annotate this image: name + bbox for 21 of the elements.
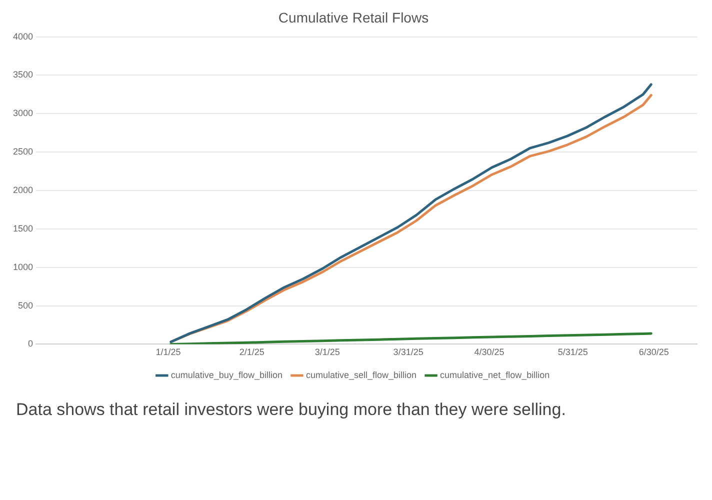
y-tick-label: 3500 bbox=[12, 70, 34, 80]
chart-title: Cumulative Retail Flows bbox=[278, 9, 429, 26]
y-tick-label: 1000 bbox=[12, 262, 34, 272]
y-tick-label: 1500 bbox=[12, 223, 34, 234]
y-tick-label: 3000 bbox=[12, 108, 34, 118]
x-tick-label: 2/1/25 bbox=[239, 347, 264, 358]
y-tick-label: 0 bbox=[28, 338, 34, 349]
x-tick-label: 5/31/25 bbox=[558, 347, 588, 358]
y-tick-label: 2500 bbox=[12, 146, 34, 157]
legend-label: cumulative_net_flow_billion bbox=[440, 370, 550, 380]
text: Data shows that retail investors were buying more than they were selling. bbox=[16, 400, 567, 420]
x-tick-label: 1/1/25 bbox=[156, 347, 181, 358]
x-tick-label: 4/30/25 bbox=[474, 347, 504, 358]
legend-label: cumulative_buy_flow_billion bbox=[170, 370, 282, 380]
legend-label: cumulative_sell_flow_billion bbox=[306, 370, 417, 380]
x-tick-label: 3/1/25 bbox=[314, 347, 340, 358]
y-tick-label: 500 bbox=[18, 300, 34, 310]
y-tick-label: 2000 bbox=[12, 184, 34, 195]
y-tick-label: 4000 bbox=[12, 31, 34, 42]
x-tick-label: 6/30/25 bbox=[638, 347, 669, 358]
x-tick-label: 3/31/25 bbox=[393, 347, 424, 358]
